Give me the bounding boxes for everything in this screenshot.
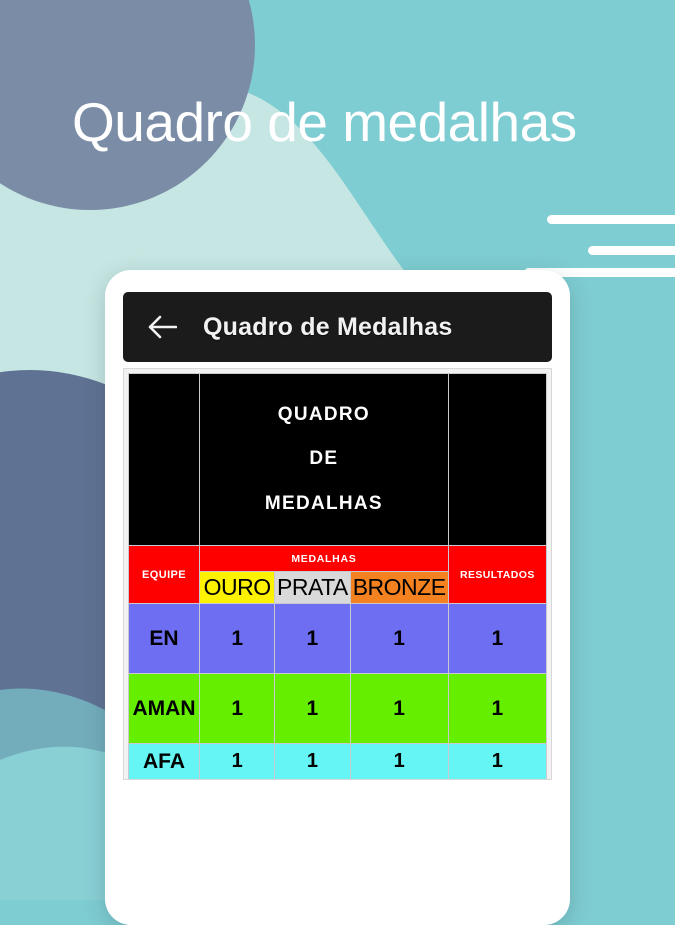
row-ouro-value: 1 bbox=[199, 603, 276, 674]
row-resultado-value: 1 bbox=[447, 743, 548, 779]
row-ouro-value: 1 bbox=[199, 743, 276, 779]
row-team-name: AMAN bbox=[127, 673, 201, 744]
row-prata-value: 1 bbox=[274, 603, 351, 674]
table-row[interactable]: AMAN 1 1 1 1 bbox=[127, 673, 548, 744]
table-row[interactable]: AFA 1 1 1 1 bbox=[127, 743, 548, 779]
app-bar-title: Quadro de Medalhas bbox=[203, 312, 453, 341]
app-bar: Quadro de Medalhas bbox=[123, 292, 552, 362]
page-title: Quadro de medalhas bbox=[72, 91, 577, 153]
header-medalhas: MEDALHAS bbox=[199, 545, 449, 572]
table-row[interactable]: EN 1 1 1 1 bbox=[127, 603, 548, 674]
medal-table: QUADRO DE MEDALHAS EQUIPE MEDALHAS RESUL… bbox=[127, 373, 548, 779]
decor-rule-3 bbox=[524, 268, 675, 277]
banner-title-cell: QUADRO DE MEDALHAS bbox=[199, 373, 449, 546]
row-bronze-value: 1 bbox=[349, 673, 449, 744]
slate-circle-top bbox=[0, 0, 255, 210]
phone-mockup: Quadro de Medalhas QUADRO DE MEDALHAS bbox=[105, 270, 570, 925]
header-resultados: RESULTADOS bbox=[447, 545, 548, 604]
row-ouro-value: 1 bbox=[199, 673, 276, 744]
row-team-name: EN bbox=[127, 603, 201, 674]
table-header-row-medals: OURO PRATA BRONZE bbox=[129, 571, 547, 604]
banner-line-2: DE bbox=[309, 448, 339, 470]
row-team-name: AFA bbox=[127, 743, 201, 779]
header-equipe: EQUIPE bbox=[127, 545, 201, 604]
banner-right-blank bbox=[447, 373, 548, 546]
row-resultado-value: 1 bbox=[447, 603, 548, 674]
row-prata-value: 1 bbox=[274, 673, 351, 744]
table-banner-row: QUADRO DE MEDALHAS bbox=[127, 373, 548, 546]
arrow-left-icon[interactable] bbox=[147, 314, 178, 340]
row-resultado-value: 1 bbox=[447, 673, 548, 744]
decor-rule-1 bbox=[547, 215, 675, 224]
row-bronze-value: 1 bbox=[349, 603, 449, 674]
row-bronze-value: 1 bbox=[349, 743, 449, 779]
row-prata-value: 1 bbox=[274, 743, 351, 779]
header-medal-prata: PRATA bbox=[274, 571, 351, 604]
banner-left-blank bbox=[127, 373, 201, 546]
banner-line-3: MEDALHAS bbox=[264, 492, 383, 514]
medal-table-container: QUADRO DE MEDALHAS EQUIPE MEDALHAS RESUL… bbox=[123, 368, 552, 780]
header-medal-bronze: BRONZE bbox=[349, 571, 449, 604]
decor-rule-2 bbox=[588, 246, 675, 255]
table-header-row-top: EQUIPE MEDALHAS RESULTADOS bbox=[127, 545, 548, 604]
banner-line-1: QUADRO bbox=[277, 403, 371, 425]
header-medal-ouro: OURO bbox=[199, 571, 276, 604]
